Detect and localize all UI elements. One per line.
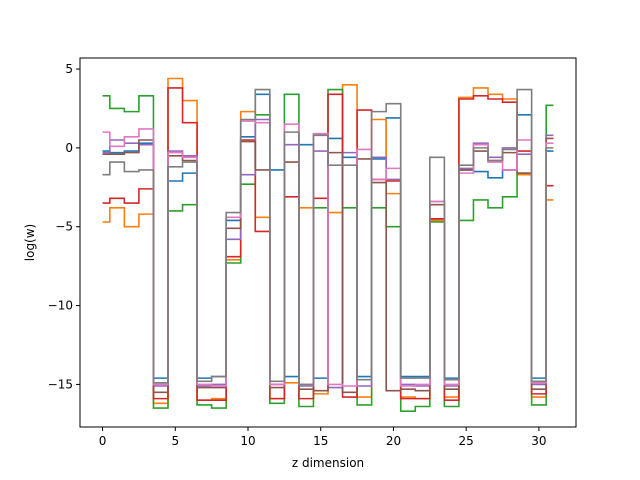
x-tick-label: 0	[99, 434, 107, 448]
x-tick-label: 10	[240, 434, 255, 448]
y-tick-label: −15	[48, 377, 73, 391]
series-line-7	[102, 120, 554, 387]
x-axis: 0 5 10 15 20 25 30	[99, 427, 547, 448]
plot-frame	[79, 57, 577, 428]
y-tick-label: 0	[65, 141, 73, 155]
series-line-8	[102, 88, 554, 386]
y-tick-label: 5	[65, 62, 73, 76]
x-axis-label: z dimension	[292, 456, 364, 470]
y-axis-label: log(w)	[23, 224, 37, 261]
y-tick-label: −10	[48, 299, 73, 313]
x-tick-label: 5	[171, 434, 179, 448]
y-tick-label: −5	[55, 220, 73, 234]
x-tick-label: 20	[386, 434, 401, 448]
x-tick-label: 15	[313, 434, 328, 448]
x-tick-label: 25	[459, 434, 474, 448]
x-tick-label: 30	[531, 434, 546, 448]
series-layer	[102, 77, 554, 413]
y-axis: 5 0 −5 −10 −15	[48, 62, 80, 391]
